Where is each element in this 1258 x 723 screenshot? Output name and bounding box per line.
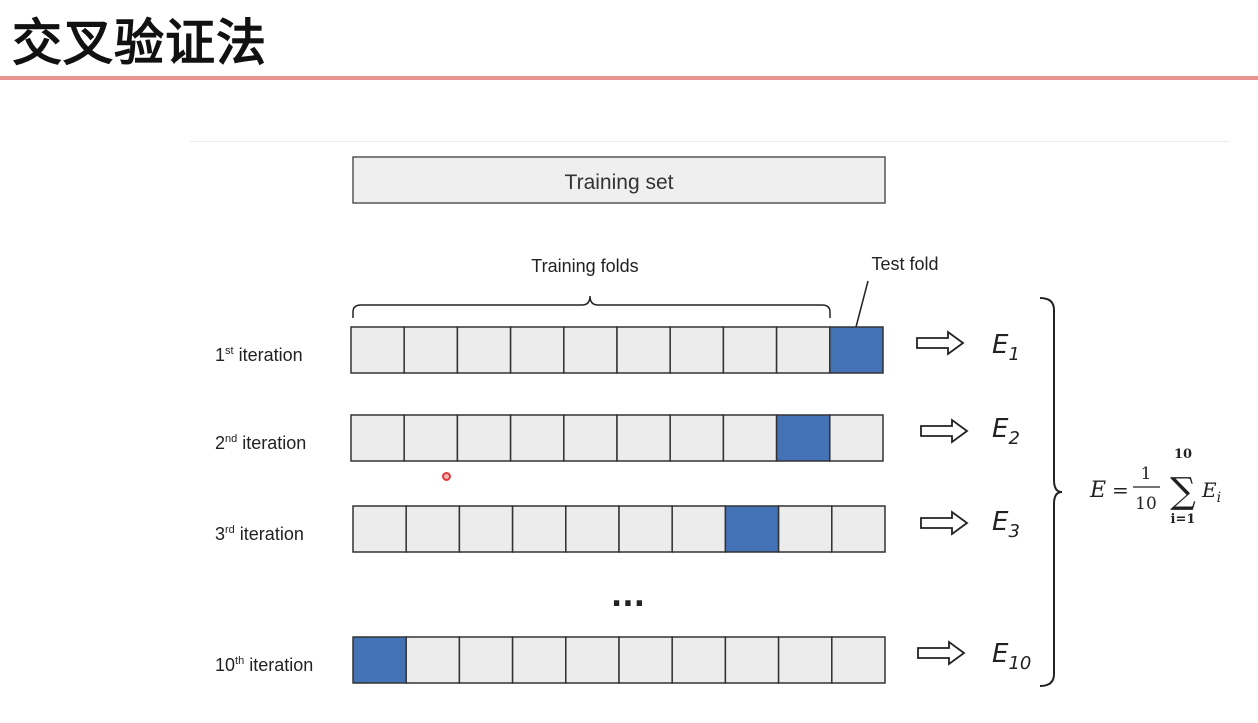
error-label: E2	[992, 414, 1020, 449]
training-fold-cell	[458, 636, 514, 684]
iteration-row-1: 1st iteration E1	[215, 326, 1020, 374]
training-fold-cell	[405, 636, 461, 684]
svg-text:10: 10	[1135, 494, 1157, 514]
training-folds-brace	[352, 295, 831, 318]
training-fold-cell	[350, 414, 405, 462]
iteration-label: 2nd iteration	[215, 433, 306, 453]
training-fold-cell	[511, 636, 567, 684]
svg-text:=: =	[1112, 478, 1129, 502]
training-fold-cell	[616, 326, 671, 374]
training-fold-cell	[563, 414, 618, 462]
arrow-icon	[916, 330, 965, 356]
iteration-label: 3rd iteration	[215, 524, 304, 544]
training-fold-cell	[722, 326, 778, 374]
training-fold-cell	[669, 414, 725, 462]
iteration-row-10: 10th iteration E10	[215, 636, 1031, 684]
training-fold-cell	[831, 636, 886, 684]
training-fold-cell	[403, 414, 459, 462]
training-fold-cell	[777, 636, 833, 684]
training-fold-cell	[671, 636, 727, 684]
fold-strip	[352, 636, 886, 684]
title-underline	[0, 76, 1258, 80]
test-fold-cell	[724, 505, 780, 553]
fold-strip	[350, 326, 884, 374]
training-fold-cell	[618, 505, 673, 553]
training-fold-cell	[352, 505, 407, 553]
training-fold-cell	[403, 326, 459, 374]
test-fold-cell	[775, 414, 831, 462]
svg-text:Ei: Ei	[1201, 478, 1221, 506]
training-folds-label: Training folds	[531, 256, 638, 276]
svg-text:∑: ∑	[1170, 471, 1196, 512]
svg-text:i=1: i=1	[1171, 512, 1196, 527]
training-fold-cell	[618, 636, 673, 684]
training-fold-cell	[724, 636, 780, 684]
training-fold-cell	[509, 326, 565, 374]
average-error-formula: E = 1 10 10 ∑ i=1 Ei	[1089, 447, 1221, 527]
training-fold-cell	[722, 414, 778, 462]
svg-text:1: 1	[1141, 464, 1152, 484]
training-fold-cell	[456, 414, 512, 462]
right-brace	[1039, 297, 1063, 687]
test-fold-cell	[829, 326, 884, 374]
iteration-label: 10th iteration	[215, 655, 313, 675]
arrow-icon	[917, 640, 966, 666]
test-fold-cell	[352, 636, 407, 684]
training-fold-cell	[563, 326, 618, 374]
training-set-label: Training set	[565, 171, 674, 194]
training-fold-cell	[509, 414, 565, 462]
ellipsis-marker: ...	[611, 579, 645, 614]
test-fold-label: Test fold	[871, 254, 938, 274]
slide-title: 交叉验证法	[12, 14, 267, 72]
arrow-icon	[920, 510, 969, 536]
training-fold-cell	[671, 505, 727, 553]
figure-top-border	[190, 141, 1230, 142]
fold-strip	[352, 505, 886, 553]
training-set-box	[352, 156, 886, 204]
iteration-row-2: 2nd iteration E2	[215, 414, 1020, 462]
training-fold-cell	[829, 414, 884, 462]
training-fold-cell	[831, 505, 886, 553]
training-fold-cell	[565, 636, 620, 684]
error-label: E1	[992, 330, 1020, 365]
laser-pointer-dot	[442, 472, 451, 481]
training-fold-cell	[775, 326, 831, 374]
arrow-icon	[920, 418, 969, 444]
training-fold-cell	[511, 505, 567, 553]
iteration-row-3: 3rd iteration E3	[215, 505, 1020, 553]
training-fold-cell	[616, 414, 671, 462]
error-label: E10	[992, 639, 1031, 674]
training-fold-cell	[456, 326, 512, 374]
training-fold-cell	[458, 505, 514, 553]
training-fold-cell	[669, 326, 725, 374]
test-fold-pointer	[855, 280, 869, 328]
svg-text:10: 10	[1174, 447, 1192, 462]
training-fold-cell	[350, 326, 405, 374]
iteration-label: 1st iteration	[215, 345, 303, 365]
svg-text:E: E	[1089, 478, 1106, 503]
training-fold-cell	[777, 505, 833, 553]
fold-strip	[350, 414, 884, 462]
training-fold-cell	[405, 505, 461, 553]
error-label: E3	[992, 507, 1020, 542]
training-fold-cell	[565, 505, 620, 553]
